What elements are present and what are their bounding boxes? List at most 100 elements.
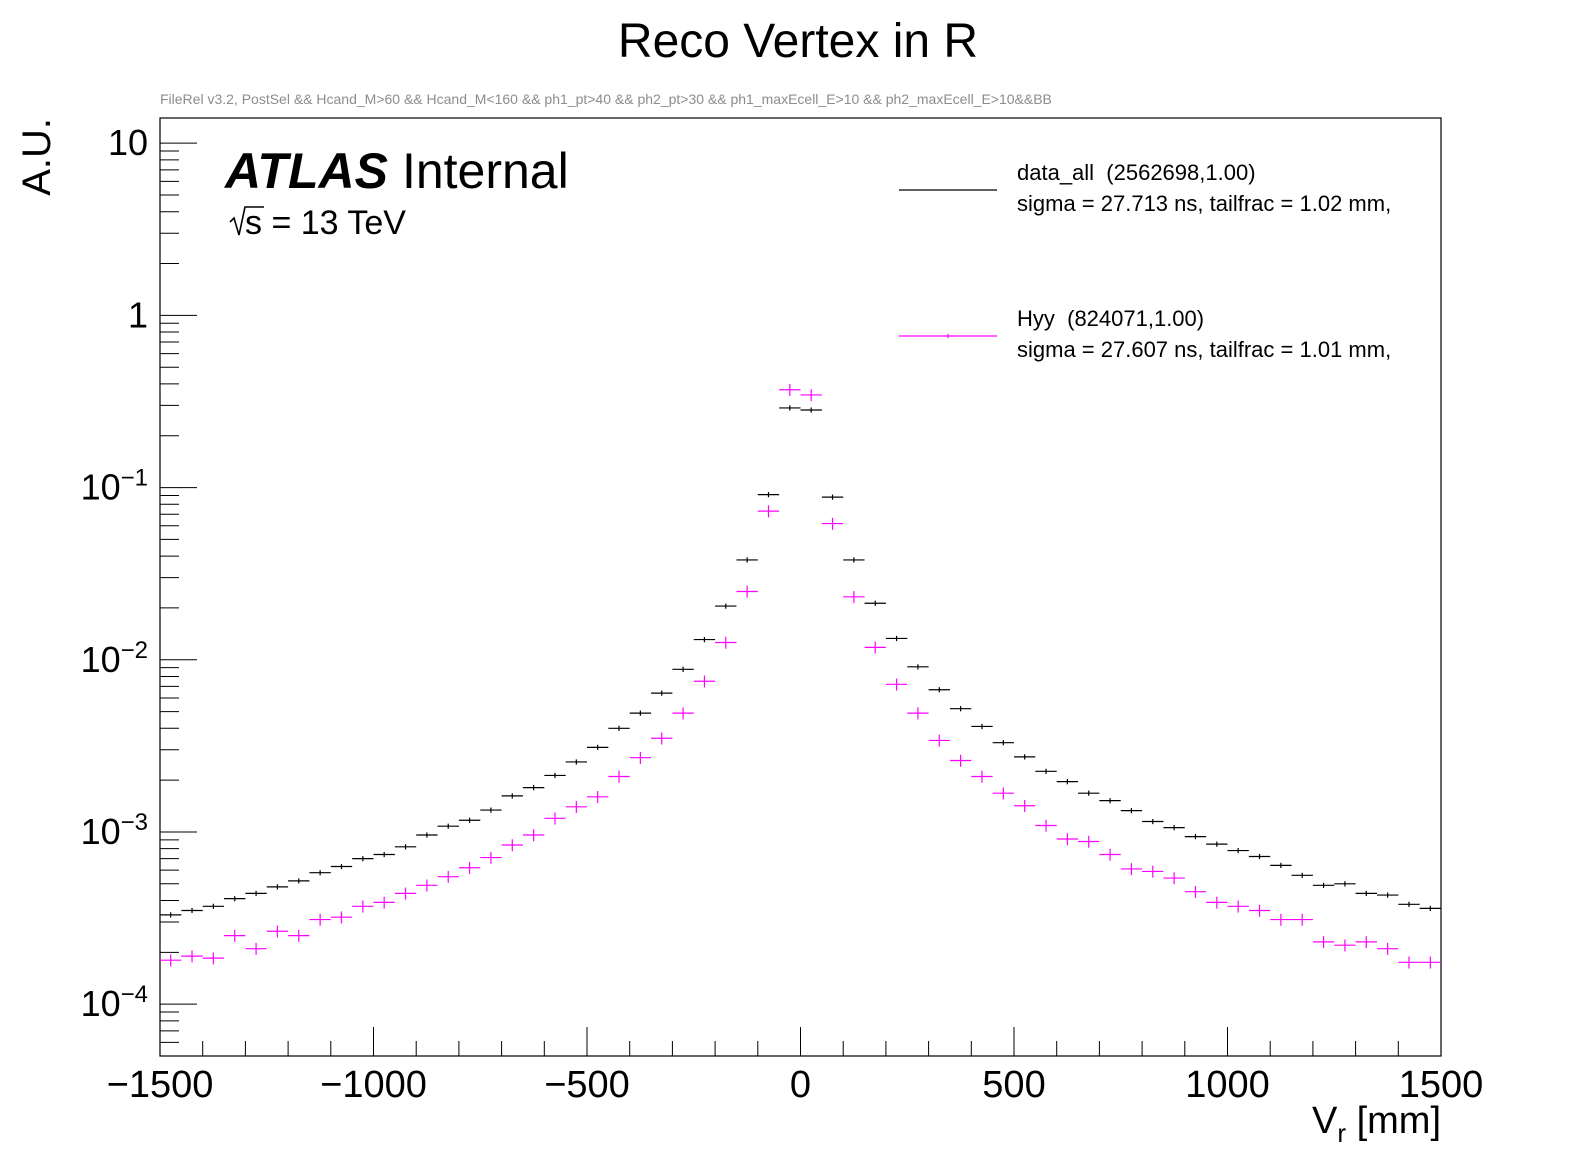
- data-point: [394, 887, 417, 900]
- legend-detail-data-all: sigma = 27.713 ns, tailfrac = 1.02 mm,: [1017, 191, 1391, 216]
- data-point: [629, 751, 652, 764]
- legend: data_all (2562698,1.00) sigma = 27.713 n…: [899, 160, 1391, 362]
- data-point: [1312, 882, 1335, 888]
- data-point: [1206, 896, 1228, 909]
- data-point: [437, 870, 459, 883]
- data-point: [501, 839, 523, 852]
- data-point: [587, 744, 609, 751]
- data-point: [715, 603, 737, 609]
- data-point: [1291, 872, 1313, 878]
- data-point: [160, 912, 182, 918]
- y-tick-label-base: 10: [81, 983, 121, 1024]
- data-point: [160, 954, 182, 967]
- chart-title: Reco Vertex in R: [618, 15, 978, 68]
- data-point: [352, 900, 374, 913]
- data-point: [522, 785, 545, 791]
- data-point: [1120, 863, 1143, 876]
- sqrt-symbol: [229, 206, 264, 236]
- chart-subtitle: FileRel v3.2, PostSel && Hcand_M>60 && H…: [160, 91, 1052, 107]
- plot-frame: [159, 117, 1442, 1057]
- y-tick-label-exponent: −3: [121, 809, 148, 836]
- data-point: [1227, 900, 1249, 913]
- data-point: [843, 557, 865, 563]
- x-axis-label-unit: [mm]: [1346, 1100, 1441, 1142]
- data-point: [821, 517, 844, 530]
- data-point: [416, 832, 438, 838]
- data-point: [1355, 890, 1377, 897]
- data-point: [1014, 754, 1036, 760]
- data-point: [501, 793, 523, 799]
- data-point: [394, 844, 417, 850]
- data-point: [928, 734, 950, 747]
- data-point: [1142, 818, 1164, 825]
- data-point: [715, 636, 737, 649]
- data-point: [458, 817, 481, 823]
- data-point: [245, 942, 267, 955]
- data-point: [651, 690, 673, 696]
- y-tick-label: 10−2: [81, 637, 148, 680]
- data-point: [1163, 825, 1185, 831]
- data-point: [266, 925, 289, 938]
- data-point: [480, 807, 502, 813]
- data-series: [160, 383, 1441, 969]
- y-tick-label-base: 10: [108, 122, 148, 163]
- data-point: [779, 405, 801, 411]
- data-point: [1035, 819, 1057, 832]
- atlas-label-bold: ATLAS: [223, 143, 388, 199]
- data-point: [885, 678, 908, 691]
- data-point: [907, 664, 929, 670]
- data-point: [544, 772, 566, 779]
- data-point: [1056, 833, 1079, 846]
- data-point: [373, 896, 395, 909]
- x-axis-label-subscript: r: [1337, 1118, 1346, 1148]
- data-point: [181, 907, 203, 914]
- y-tick-label: 10: [108, 122, 148, 163]
- data-point: [330, 863, 353, 870]
- data-point: [757, 492, 780, 498]
- data-point: [992, 787, 1014, 800]
- data-point: [437, 823, 459, 829]
- x-tick-label: 1500: [1399, 1064, 1484, 1106]
- data-point: [672, 707, 694, 720]
- data-point: [1099, 848, 1121, 861]
- data-point: [736, 557, 758, 563]
- data-point: [1227, 847, 1249, 854]
- data-point: [266, 884, 289, 890]
- data-point: [1398, 956, 1420, 969]
- data-point: [373, 851, 395, 858]
- series-0: [160, 405, 1441, 918]
- data-point: [1056, 779, 1079, 785]
- y-tick-label-base: 1: [128, 294, 148, 335]
- x-tick-label: −1000: [320, 1064, 427, 1106]
- data-point: [1398, 901, 1420, 907]
- data-point: [1014, 799, 1036, 812]
- data-point: [1376, 892, 1399, 898]
- data-point: [971, 723, 993, 730]
- data-point: [608, 770, 630, 783]
- data-point: [949, 706, 972, 712]
- data-point: [757, 505, 780, 518]
- x-axis-label-symbol: V: [1312, 1100, 1338, 1142]
- y-tick-label-exponent: −1: [121, 465, 148, 492]
- data-point: [821, 494, 844, 500]
- data-point: [864, 641, 886, 654]
- data-point: [1248, 853, 1271, 860]
- data-point: [458, 861, 481, 874]
- data-point: [1270, 913, 1292, 926]
- data-point: [587, 791, 609, 804]
- x-tick-label: 0: [790, 1064, 811, 1106]
- data-point: [885, 635, 908, 642]
- data-point: [1035, 768, 1057, 774]
- data-point: [1419, 956, 1441, 969]
- legend-label-hyy: Hyy (824071,1.00): [1017, 306, 1204, 331]
- data-point: [992, 740, 1014, 746]
- legend-detail-hyy: sigma = 27.607 ns, tailfrac = 1.01 mm,: [1017, 337, 1391, 362]
- y-tick-label-base: 10: [81, 639, 121, 680]
- data-point: [1206, 841, 1228, 847]
- data-point: [1078, 835, 1100, 848]
- x-tick-label: −500: [544, 1064, 630, 1106]
- y-tick-label-base: 10: [81, 811, 121, 852]
- data-point: [309, 870, 331, 876]
- y-tick-label-exponent: −4: [121, 981, 148, 1008]
